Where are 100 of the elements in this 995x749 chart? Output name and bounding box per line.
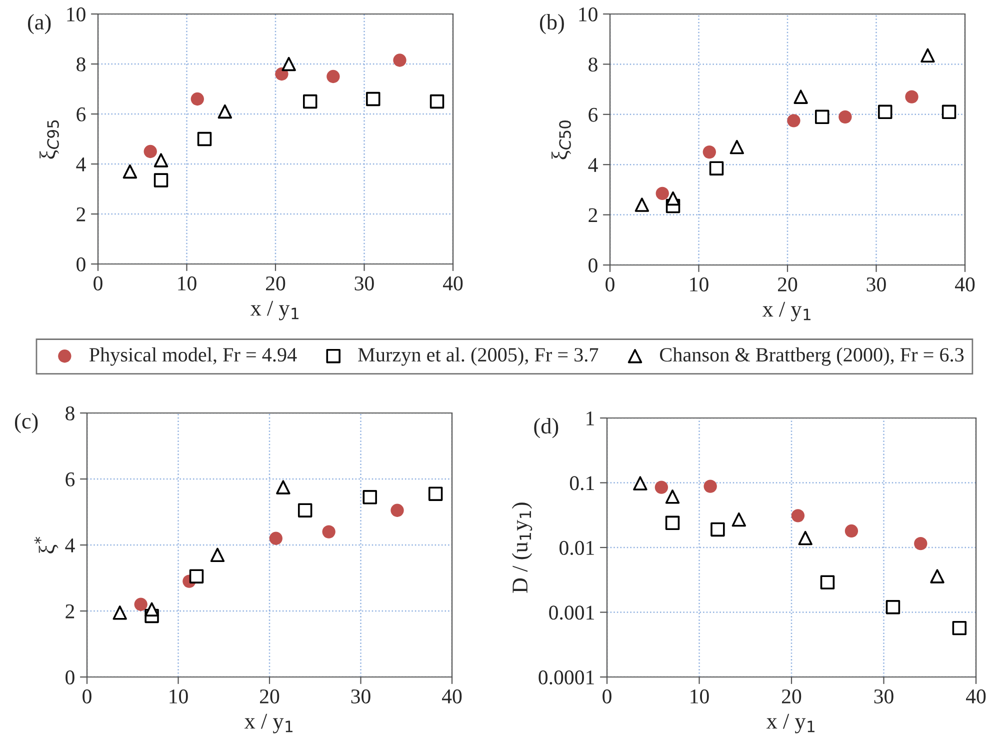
point	[798, 530, 812, 546]
x-tick-label: 0	[602, 689, 612, 704]
point	[393, 54, 406, 67]
point	[656, 186, 669, 200]
point	[942, 104, 956, 120]
point	[326, 70, 340, 84]
point	[122, 164, 138, 179]
point	[362, 490, 377, 504]
y-tick-label: 4	[65, 538, 75, 552]
y-tick-label: 0.1	[570, 476, 594, 490]
x-tick-label: 40	[442, 276, 463, 290]
y-tick-label: 0.001	[549, 606, 594, 620]
point	[794, 90, 808, 104]
x-tick-label: 20	[260, 689, 280, 704]
legend-label: Chanson & Brattberg (2000), Fr = 6.3	[660, 347, 964, 366]
point	[322, 525, 336, 538]
y-tick-label: 2	[66, 604, 74, 618]
x-tick-label: 10	[690, 689, 709, 704]
point	[704, 480, 717, 493]
y-axis-title: ξ$^{*}$	[34, 536, 58, 554]
point	[791, 509, 805, 522]
point	[154, 173, 168, 188]
point	[710, 522, 725, 537]
point	[844, 524, 858, 538]
y-tick-label: 10	[579, 7, 598, 22]
point	[787, 114, 800, 128]
point	[878, 104, 892, 120]
point	[144, 144, 157, 158]
x-tick-label: 30	[351, 689, 370, 704]
point	[665, 490, 680, 504]
point	[276, 480, 290, 494]
x-tick-label: 20	[266, 276, 286, 290]
point	[210, 548, 225, 562]
point	[886, 600, 900, 614]
y-tick-label: 8	[66, 406, 74, 420]
legend-label: Physical model, Fr = 4.94	[89, 347, 297, 366]
point	[820, 575, 835, 590]
point	[732, 512, 746, 527]
point	[666, 191, 680, 206]
y-tick-label: 0	[66, 670, 74, 684]
x-tick-label: 10	[170, 689, 188, 704]
y-tick-label: 0.0001	[538, 670, 594, 685]
y-tick-label: 0	[76, 257, 86, 272]
point	[654, 480, 668, 494]
chart-title: (a)	[28, 14, 51, 34]
point	[633, 476, 648, 490]
x-tick-label: 0	[606, 277, 614, 292]
point	[282, 56, 296, 72]
point	[914, 536, 928, 550]
y-tick-label: 4	[76, 158, 86, 172]
y-tick-label: 6	[588, 108, 598, 122]
x-axis-title: x / y$_{1}$	[766, 714, 814, 734]
point	[154, 153, 168, 168]
y-tick-label: 10	[67, 7, 86, 22]
x-tick-label: 30	[874, 689, 894, 704]
y-tick-label: 1	[586, 411, 594, 426]
point	[952, 620, 967, 636]
x-tick-label: 10	[178, 276, 196, 290]
x-tick-label: 20	[778, 277, 798, 292]
y-tick-label: 2	[588, 208, 598, 222]
x-tick-label: 40	[966, 689, 986, 704]
point	[190, 92, 204, 106]
y-tick-label: 8	[588, 58, 598, 72]
point	[702, 145, 716, 159]
point	[930, 569, 944, 584]
x-tick-label: 40	[954, 277, 975, 292]
point	[144, 602, 159, 616]
point	[302, 94, 318, 109]
y-tick-label: 6	[76, 107, 86, 122]
x-tick-label: 0	[94, 276, 102, 290]
point	[269, 532, 282, 545]
chart-title: (c)	[14, 413, 38, 434]
y-tick-label: 6	[66, 472, 75, 486]
point	[112, 606, 127, 620]
chart-title: (d)	[534, 418, 558, 438]
point	[298, 503, 312, 518]
point	[428, 486, 443, 501]
point	[134, 598, 148, 611]
point	[430, 94, 444, 109]
point	[838, 110, 852, 124]
x-tick-label: 20	[782, 689, 802, 704]
y-axis-title: D / (u$_{1}$y$_{1}$)	[512, 502, 532, 593]
x-axis-title: x / y$_{1}$	[250, 300, 298, 320]
y-axis-title: ξ$_{C95}$	[40, 120, 59, 159]
point	[390, 504, 404, 517]
point	[197, 132, 212, 146]
point	[366, 92, 380, 106]
x-tick-label: 30	[866, 277, 886, 292]
x-tick-label: 40	[442, 689, 462, 704]
y-tick-label: 4	[588, 158, 598, 172]
point	[920, 48, 935, 63]
point	[814, 110, 830, 124]
y-tick-label: 0	[588, 258, 598, 272]
point	[665, 516, 680, 530]
chart-title: (b)	[540, 14, 564, 34]
x-axis-title: x / y$_{1}$	[244, 714, 292, 734]
y-tick-label: 0.01	[560, 540, 594, 556]
x-axis-title: x / y$_{1}$	[762, 302, 810, 322]
legend-label: Murzyn et al. (2005), Fr = 3.7	[358, 347, 598, 366]
point	[218, 104, 232, 119]
